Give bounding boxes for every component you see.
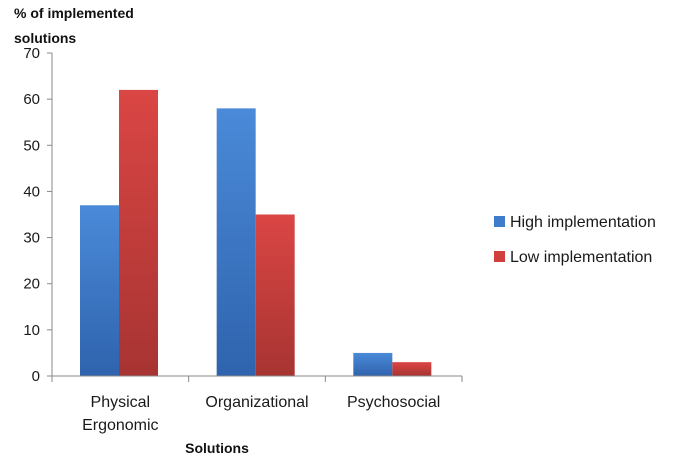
category-label: Physical: [91, 394, 151, 411]
bar-high-implementation-0: [80, 205, 119, 376]
y-tick-label: 40: [23, 183, 40, 200]
legend-label-1: Low implementation: [510, 249, 652, 266]
bar-high-implementation-1: [216, 108, 256, 376]
bar-low-implementation-1: [255, 214, 295, 376]
legend: High implementation Low implementation: [494, 214, 656, 266]
category-label: Organizational: [205, 394, 308, 411]
y-axis-title: % of implemented solutions: [14, 5, 134, 46]
legend-swatch-0: [494, 216, 505, 227]
bar-low-implementation-2: [392, 362, 432, 376]
y-tick-label: 10: [23, 322, 40, 339]
y-tick-label: 0: [32, 368, 40, 385]
y-axis-title-line-2: solutions: [14, 30, 76, 46]
category-labels: Physical Ergonomic Organizational Psychosoc…: [82, 394, 440, 434]
y-axis-title-line-1: % of implemented: [14, 5, 134, 21]
y-tick-label: 60: [23, 91, 40, 108]
legend-swatch-1: [494, 251, 505, 262]
y-tick-label: 50: [23, 137, 40, 154]
bar-high-implementation-2: [353, 352, 393, 376]
category-label: Ergonomic: [82, 417, 158, 434]
y-tick-label: 70: [23, 45, 40, 62]
category-label: Psychosocial: [347, 394, 440, 411]
y-tick-label: 20: [23, 276, 40, 293]
axes: [47, 52, 463, 382]
x-axis-title: Solutions: [185, 440, 249, 456]
y-tick-label: 30: [23, 230, 40, 247]
bars: [80, 89, 432, 377]
bar-low-implementation-0: [119, 89, 158, 377]
legend-label-0: High implementation: [510, 214, 656, 231]
y-tick-labels: 0 10 20 30 40 50 60 70: [23, 45, 40, 385]
